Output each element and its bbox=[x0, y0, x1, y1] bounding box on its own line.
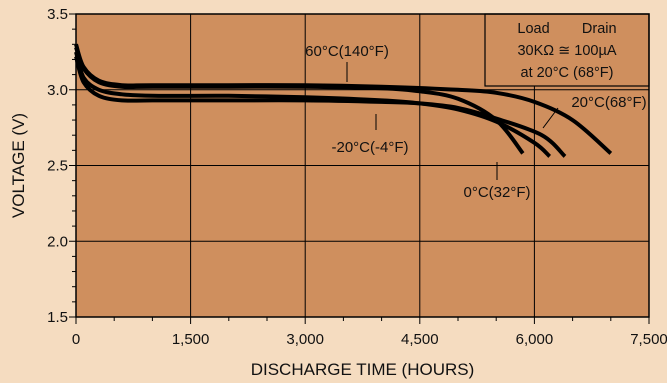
y-tick-label: 3.5 bbox=[47, 6, 68, 23]
series-curves bbox=[74, 43, 613, 158]
x-tick-label: 0 bbox=[72, 331, 80, 348]
annotation-minus20c: -20°C(-4°F) bbox=[332, 139, 409, 156]
x-tick-label: 6,000 bbox=[516, 331, 554, 348]
x-tick-label: 7,500 bbox=[630, 331, 667, 348]
curve-annotations: 60°C(140°F) 20°C(68°F) -20°C(-4°F) 0°C(3… bbox=[305, 43, 647, 201]
annotation-20c: 20°C(68°F) bbox=[571, 94, 646, 111]
x-tick-labels: 0 1,500 3,000 4,500 6,000 7,500 bbox=[72, 331, 667, 348]
x-tick-label: 1,500 bbox=[172, 331, 210, 348]
x-axis-title: DISCHARGE TIME (HOURS) bbox=[251, 360, 475, 379]
legend-line-resistance: 30KΩ ≅ 100µA bbox=[517, 43, 616, 59]
annotation-leader-line bbox=[542, 107, 559, 129]
y-tick-label: 3.0 bbox=[47, 82, 68, 99]
series-line-20-c-4-f bbox=[74, 55, 567, 158]
series-line-0-c-32-f bbox=[74, 51, 552, 158]
legend-line-load-drain: Load Drain bbox=[517, 21, 616, 37]
legend-frame bbox=[484, 13, 650, 87]
legend-box: Load Drain 30KΩ ≅ 100µA at 20°C (68°F) bbox=[484, 13, 650, 87]
y-tick-labels: 1.5 2.0 2.5 3.0 3.5 bbox=[47, 6, 68, 326]
series-line-20-c-68-f bbox=[74, 43, 613, 155]
x-tick-label: 3,000 bbox=[286, 331, 324, 348]
annotation-60c: 60°C(140°F) bbox=[305, 43, 389, 60]
y-tick-label: 2.5 bbox=[47, 158, 68, 175]
annotation-leaders bbox=[346, 62, 559, 180]
y-axis-title: VOLTAGE (V) bbox=[9, 113, 28, 218]
y-tick-label: 2.0 bbox=[47, 233, 68, 250]
x-tick-label: 4,500 bbox=[401, 331, 439, 348]
y-tick-label: 1.5 bbox=[47, 309, 68, 326]
annotation-0c: 0°C(32°F) bbox=[463, 184, 530, 201]
legend-line-temperature: at 20°C (68°F) bbox=[521, 65, 614, 81]
plot-frame bbox=[75, 13, 650, 318]
